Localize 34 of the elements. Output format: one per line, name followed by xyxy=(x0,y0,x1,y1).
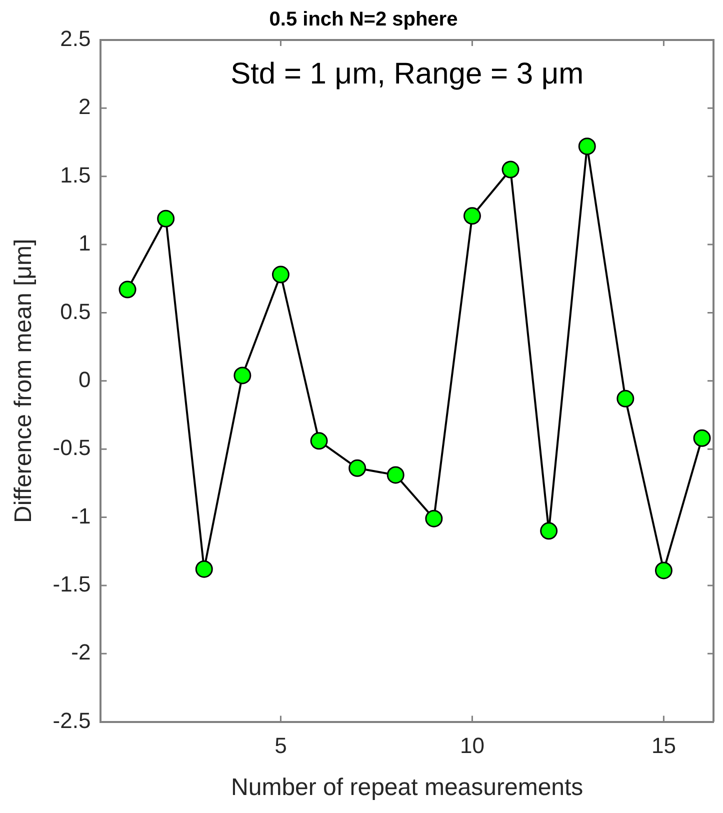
point xyxy=(578,138,596,156)
point xyxy=(540,522,558,540)
point xyxy=(502,160,520,178)
point xyxy=(693,429,711,447)
y-tick-label: 0.5 xyxy=(60,298,91,324)
y-tick-label: 2 xyxy=(78,94,91,120)
y-tick-label: 1 xyxy=(78,230,91,256)
y-tick-label: -2.5 xyxy=(52,708,91,733)
y-tick-label: -1.5 xyxy=(52,572,91,597)
y-tick-label: 0 xyxy=(78,366,91,392)
point xyxy=(272,266,290,284)
annotation: Std = 1 μm, Range = 3 μm xyxy=(230,57,584,90)
point xyxy=(234,366,252,384)
chart-title: 0.5 inch N=2 sphere xyxy=(269,8,458,31)
y-tick-label: 2.5 xyxy=(60,26,91,52)
y-tick-label: -2 xyxy=(71,640,91,665)
y-axis-title: Difference from mean [μm] xyxy=(10,238,38,523)
y-tick-label: -1 xyxy=(71,503,91,528)
point xyxy=(463,207,481,225)
y-tick-label: -0.5 xyxy=(52,435,91,460)
y-tick-label: 1.5 xyxy=(60,162,91,188)
point xyxy=(195,560,213,578)
point xyxy=(425,510,443,528)
point xyxy=(616,390,634,408)
x-tick-label: 15 xyxy=(651,733,676,758)
point xyxy=(386,466,404,484)
point xyxy=(118,280,136,298)
x-axis-title: Number of repeat measurements xyxy=(231,774,584,802)
point xyxy=(310,432,328,450)
x-tick-label: 5 xyxy=(274,733,287,758)
x-tick-label: 10 xyxy=(460,733,484,758)
point xyxy=(348,459,366,477)
point xyxy=(157,210,175,228)
point xyxy=(654,562,672,580)
